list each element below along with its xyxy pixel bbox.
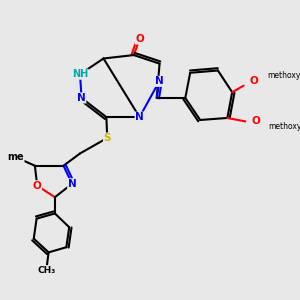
Text: NH: NH: [72, 69, 88, 79]
Text: S: S: [103, 133, 111, 143]
Text: O: O: [33, 181, 41, 191]
Text: me: me: [8, 152, 24, 162]
Text: CH₃: CH₃: [37, 266, 56, 274]
Text: N: N: [77, 93, 86, 103]
Text: N: N: [154, 76, 164, 86]
Text: methoxy: methoxy: [268, 122, 300, 131]
Text: O: O: [250, 76, 258, 85]
Text: methoxy: methoxy: [267, 71, 300, 80]
Text: O: O: [251, 116, 260, 126]
Text: O: O: [135, 34, 144, 44]
Text: me: me: [8, 153, 23, 162]
Text: N: N: [68, 179, 76, 189]
Text: N: N: [135, 112, 144, 122]
